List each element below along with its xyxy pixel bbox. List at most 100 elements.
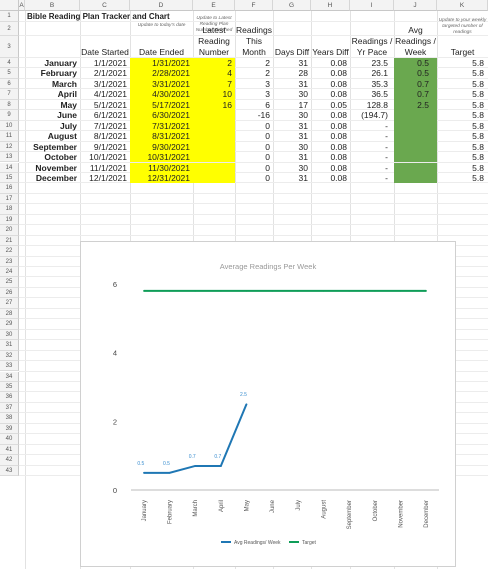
column-header-i[interactable]: I [350,0,394,11]
row-header-8[interactable]: 8 [0,99,19,111]
date-started[interactable]: 7/1/2021 [93,120,127,131]
row-header-6[interactable]: 6 [0,78,19,90]
row-header-10[interactable]: 10 [0,120,19,132]
date-ended[interactable]: 12/31/2021 [130,172,193,184]
latest-reading-number[interactable]: 16 [193,99,235,111]
date-ended[interactable]: 3/31/2021 [130,78,193,90]
date-ended[interactable]: 7/31/2021 [130,120,193,132]
target-value[interactable]: 5.8 [472,162,484,173]
row-header-13[interactable]: 13 [0,152,19,163]
latest-reading-number[interactable] [193,172,235,184]
row-header-22[interactable]: 22 [0,246,19,257]
row-header-24[interactable]: 24 [0,267,19,278]
column-header-c[interactable]: C [80,0,130,11]
latest-reading-number[interactable] [193,162,235,173]
date-ended[interactable]: 11/30/2021 [130,162,193,173]
row-header-9[interactable]: 9 [0,110,19,121]
date-started[interactable]: 3/1/2021 [93,78,127,89]
row-header-16[interactable]: 16 [0,183,19,194]
date-ended[interactable]: 10/31/2021 [130,152,193,163]
row-header-33[interactable]: 33 [0,361,19,372]
date-ended[interactable]: 2/28/2021 [130,68,193,79]
date-started[interactable]: 6/1/2021 [93,110,127,121]
date-started[interactable]: 4/1/2021 [93,89,127,100]
row-header-31[interactable]: 31 [0,340,19,351]
column-header-d[interactable]: D [130,0,193,11]
row-header-12[interactable]: 12 [0,141,19,153]
target-value[interactable]: 5.8 [472,68,484,79]
latest-reading-number[interactable] [193,152,235,163]
row-header-25[interactable]: 25 [0,277,19,288]
row-header-30[interactable]: 30 [0,329,19,341]
row-header-19[interactable]: 19 [0,214,19,226]
target-value[interactable]: 5.8 [472,110,484,121]
column-header-k[interactable]: K [437,0,488,11]
row-header-4[interactable]: 4 [0,58,19,69]
target-value[interactable]: 5.8 [472,120,484,131]
date-ended[interactable]: 8/31/2021 [130,131,193,142]
date-ended[interactable]: 6/30/2021 [130,110,193,121]
select-all-corner[interactable] [0,0,19,11]
row-header-20[interactable]: 20 [0,225,19,236]
target-value[interactable]: 5.8 [472,99,484,110]
target-value[interactable]: 5.8 [472,152,484,163]
row-header-27[interactable]: 27 [0,298,19,309]
row-header-3[interactable]: 3 [0,36,19,58]
latest-reading-number[interactable] [193,120,235,132]
target-value[interactable]: 5.8 [472,89,484,100]
latest-reading-number[interactable] [193,131,235,142]
row-header-7[interactable]: 7 [0,89,19,100]
row-header-15[interactable]: 15 [0,172,19,184]
latest-reading-number[interactable]: 7 [193,78,235,90]
row-header-32[interactable]: 32 [0,350,19,362]
target-value[interactable]: 5.8 [472,141,484,152]
date-started[interactable]: 12/1/2021 [89,172,127,183]
latest-reading-number[interactable]: 10 [193,89,235,100]
date-started[interactable]: 11/1/2021 [89,162,127,173]
date-ended[interactable]: 4/30/2021 [130,89,193,100]
row-header-14[interactable]: 14 [0,162,19,173]
row-header-5[interactable]: 5 [0,68,19,79]
column-header-e[interactable]: E [193,0,235,11]
row-header-34[interactable]: 34 [0,371,19,382]
row-header-37[interactable]: 37 [0,402,19,414]
column-header-f[interactable]: F [235,0,273,11]
date-started[interactable]: 9/1/2021 [93,141,127,152]
latest-reading-number[interactable] [193,141,235,153]
row-header-11[interactable]: 11 [0,131,19,142]
date-ended[interactable]: 1/31/2021 [130,58,193,69]
latest-reading-number[interactable] [193,110,235,121]
date-ended[interactable]: 9/30/2021 [130,141,193,153]
row-header-43[interactable]: 43 [0,465,19,476]
row-header-38[interactable]: 38 [0,413,19,424]
column-header-j[interactable]: J [394,0,437,11]
row-header-36[interactable]: 36 [0,392,19,403]
row-header-28[interactable]: 28 [0,308,19,320]
column-header-g[interactable]: G [273,0,311,11]
date-started[interactable]: 8/1/2021 [93,131,127,142]
row-header-29[interactable]: 29 [0,319,19,330]
date-started[interactable]: 10/1/2021 [89,152,127,163]
latest-reading-number[interactable]: 4 [193,68,235,79]
row-header-35[interactable]: 35 [0,381,19,393]
target-value[interactable]: 5.8 [472,58,484,68]
date-started[interactable]: 1/1/2021 [93,58,127,68]
date-ended[interactable]: 5/17/2021 [130,99,193,111]
row-header-23[interactable]: 23 [0,256,19,267]
target-value[interactable]: 5.8 [472,172,484,183]
row-header-40[interactable]: 40 [0,434,19,445]
row-header-21[interactable]: 21 [0,235,19,247]
column-header-a[interactable]: A [19,0,25,11]
row-header-41[interactable]: 41 [0,444,19,456]
target-value[interactable]: 5.8 [472,78,484,89]
row-header-26[interactable]: 26 [0,287,19,299]
row-header-39[interactable]: 39 [0,423,19,435]
row-header-1[interactable]: 1 [0,11,19,22]
date-started[interactable]: 2/1/2021 [93,68,127,79]
date-started[interactable]: 5/1/2021 [93,99,127,110]
row-header-42[interactable]: 42 [0,455,19,466]
chart-average-readings[interactable]: Average Readings Per Week 0 2 4 6 January Feb… [80,241,456,567]
column-header-b[interactable]: B [25,0,80,11]
row-header-2[interactable]: 2 [0,22,19,36]
target-value[interactable]: 5.8 [472,131,484,142]
